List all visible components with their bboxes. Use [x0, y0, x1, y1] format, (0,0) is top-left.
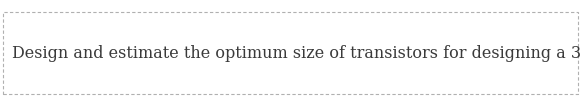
Text: Design and estimate the optimum size of transistors for designing a 3 input XOR : Design and estimate the optimum size of … — [12, 45, 582, 62]
Bar — [3, 12, 578, 94]
